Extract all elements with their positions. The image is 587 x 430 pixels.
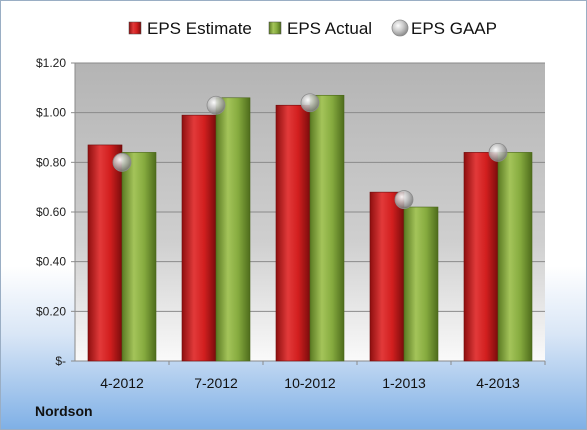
legend: EPS Estimate EPS Actual EPS GAAP (128, 19, 497, 38)
legend-swatch (391, 19, 409, 37)
actual-bar-4-2013 (497, 152, 533, 362)
legend-label: EPS Estimate (147, 19, 252, 38)
x-tick-label: 1-2013 (382, 375, 426, 391)
y-tick-label: $0.80 (36, 155, 66, 169)
gaap-marker-4-2012 (112, 152, 132, 172)
x-tick-label: 4-2012 (100, 375, 144, 391)
y-tick-label: $0.20 (36, 304, 66, 318)
y-tick-label: $0.40 (36, 255, 66, 269)
gaap-marker-4-2013 (488, 142, 508, 162)
actual-bar-7-2012 (215, 97, 251, 362)
y-tick-label: $1.20 (36, 56, 66, 70)
company-name: Nordson (35, 403, 93, 419)
actual-bar-10-2012 (309, 94, 345, 362)
actual-bar-1-2013 (403, 206, 439, 362)
legend-label: EPS Actual (287, 19, 372, 38)
estimate-bar-4-2012 (87, 144, 123, 362)
gaap-marker-1-2013 (394, 190, 414, 209)
estimate-bar-10-2012 (275, 104, 311, 362)
x-tick-label: 7-2012 (194, 375, 238, 391)
legend-swatch (268, 21, 282, 35)
actual-bar-4-2012 (121, 152, 157, 362)
estimate-bar-4-2013 (463, 152, 499, 362)
y-tick-label: $- (55, 354, 66, 368)
gaap-marker-7-2012 (206, 95, 226, 115)
x-tick-label: 4-2013 (476, 375, 520, 391)
gaap-marker-10-2012 (300, 93, 320, 113)
legend-label: EPS GAAP (411, 19, 497, 38)
y-tick-label: $1.00 (36, 106, 66, 120)
legend-swatch (128, 21, 142, 35)
estimate-bar-7-2012 (181, 114, 217, 362)
y-tick-label: $0.60 (36, 205, 66, 219)
estimate-bar-1-2013 (369, 191, 405, 362)
x-tick-label: 10-2012 (284, 375, 336, 391)
